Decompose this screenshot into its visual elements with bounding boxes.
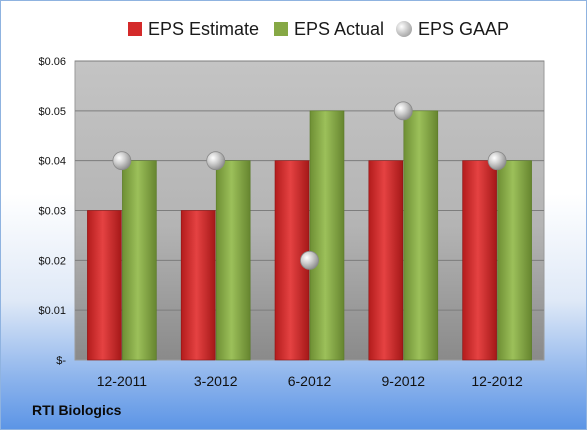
bar-eps-actual [309,110,345,361]
legend-label-eps-estimate: EPS Estimate [148,18,260,39]
x-category-label: 9-2012 [382,373,426,389]
bar-eps-estimate [462,160,497,361]
bar-eps-actual [122,160,157,361]
point-eps-gaap [300,250,319,270]
point-eps-gaap [206,151,226,171]
legend-item-eps-actual: EPS Actual [274,16,384,42]
y-tick-label: $0.05 [38,106,66,118]
bar-eps-actual [403,110,439,361]
legend-item-eps-gaap: EPS GAAP [396,16,509,42]
legend-label-eps-actual: EPS Actual [294,18,385,39]
y-tick-label: $0.06 [38,56,66,68]
point-eps-gaap [487,151,507,171]
y-tick-label: $0.01 [38,305,66,317]
legend-swatch-eps-actual [274,22,288,36]
y-tick-label: $0.02 [38,255,66,267]
bar-eps-estimate [368,160,404,361]
x-category-label: 12-2012 [471,373,523,389]
legend: EPS Estimate EPS Actual EPS GAAP [0,16,587,42]
y-tick-label: $0.04 [38,156,66,168]
legend-item-eps-estimate: EPS Estimate [128,16,259,42]
legend-label-eps-gaap: EPS GAAP [418,18,510,39]
point-eps-gaap [393,101,413,121]
y-tick-label: $- [56,355,66,367]
bar-eps-estimate [87,210,122,361]
point-eps-gaap [112,151,132,171]
bar-eps-actual [497,160,532,361]
bar-eps-actual [215,160,251,361]
x-category-label: 6-2012 [288,373,332,389]
footer-company-label: RTI Biologics [32,402,122,418]
legend-swatch-eps-estimate [128,22,142,36]
y-tick-label: $0.03 [38,206,66,218]
x-category-label: 12-2011 [97,373,148,389]
legend-marker-eps-gaap [396,21,412,37]
bar-eps-estimate [180,210,216,361]
x-category-label: 3-2012 [194,373,238,389]
